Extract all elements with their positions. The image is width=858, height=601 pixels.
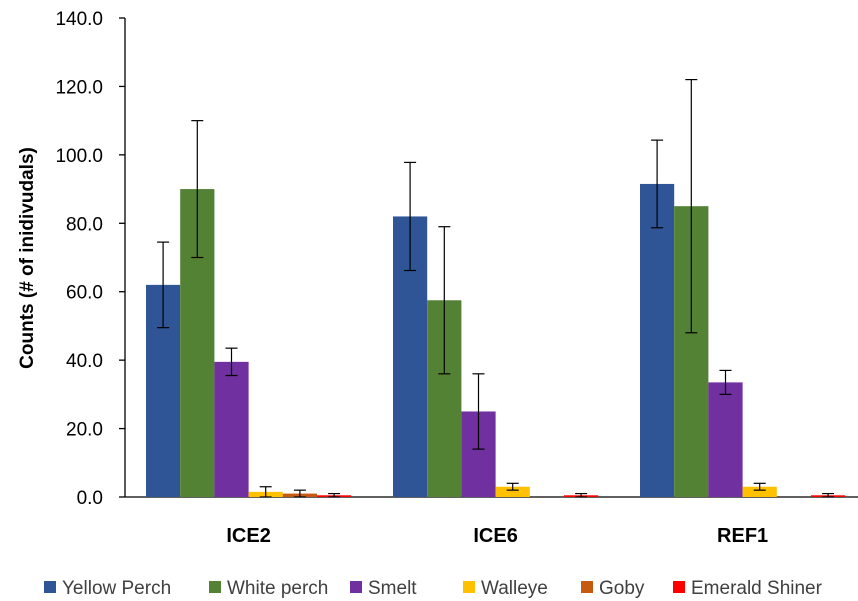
error-bars xyxy=(157,78,835,498)
category-label-ice2: ICE2 xyxy=(226,525,270,547)
y-tick-label: 100.0 xyxy=(55,146,103,167)
legend-swatch-goby xyxy=(581,581,593,593)
bars xyxy=(146,183,846,498)
y-tick-label: 140.0 xyxy=(55,9,103,30)
y-tick-label: 0.0 xyxy=(77,488,103,509)
bar-yellow-perch-ref1 xyxy=(640,183,675,498)
y-tick-label: 20.0 xyxy=(66,420,103,441)
legend-label-walleye: Walleye xyxy=(481,578,548,599)
bar-smelt-ice2 xyxy=(214,361,249,497)
legend-swatch-walleye xyxy=(463,581,475,593)
y-tick-label: 120.0 xyxy=(55,77,103,98)
category-label-ice6: ICE6 xyxy=(473,525,517,547)
bar-smelt-ref1 xyxy=(708,382,743,497)
bar-walleye-ref1 xyxy=(742,486,777,497)
legend: Yellow Perch White perch Smelt Walleye Goby E… xyxy=(44,578,823,599)
legend-swatch-smelt xyxy=(350,581,362,593)
y-tick-label: 80.0 xyxy=(66,214,103,235)
legend-label-smelt: Smelt xyxy=(368,578,417,599)
axes: 0.0 20.0 40.0 60.0 80.0 100.0 120.0 140.0 Counts… xyxy=(17,9,858,509)
labels: ICE2 ICE6 REF1 xyxy=(226,525,768,547)
bar-walleye-ice6 xyxy=(495,486,530,497)
y-tick-label: 60.0 xyxy=(66,283,103,304)
y-tick-label: 40.0 xyxy=(66,351,103,372)
legend-label-white-perch: White perch xyxy=(227,578,328,599)
category-label-ref1: REF1 xyxy=(717,525,768,547)
legend-label-yellow-perch: Yellow Perch xyxy=(62,578,171,599)
legend-swatch-white-perch xyxy=(209,581,221,593)
legend-swatch-emerald-shiner xyxy=(673,581,685,593)
legend-label-goby: Goby xyxy=(599,578,645,599)
y-axis-title: Counts (# of inidivudals) xyxy=(17,147,38,369)
legend-label-emerald-shiner: Emerald Shiner xyxy=(691,578,823,599)
legend-swatch-yellow-perch xyxy=(44,581,56,593)
